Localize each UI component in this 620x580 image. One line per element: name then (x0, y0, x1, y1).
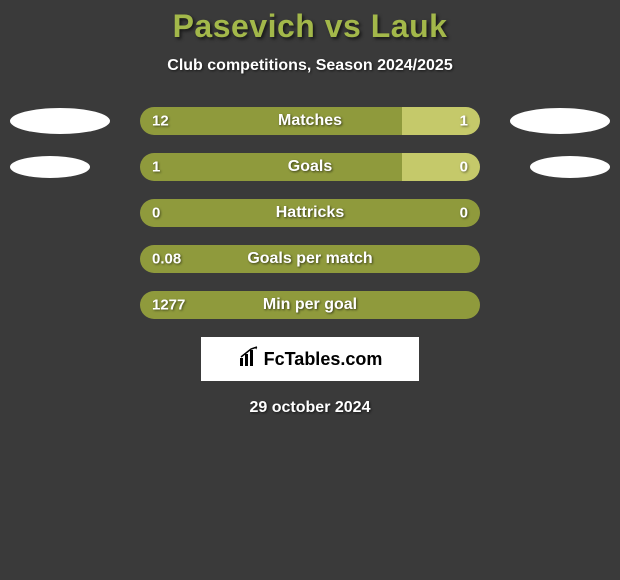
page-subtitle: Club competitions, Season 2024/2025 (0, 57, 620, 75)
stat-bar (140, 153, 480, 181)
player-right-ellipse (530, 156, 610, 178)
stat-bar (140, 291, 480, 319)
stat-bar-left (140, 153, 402, 181)
stat-bar (140, 245, 480, 273)
logo-box[interactable]: FcTables.com (201, 337, 419, 381)
stat-row: 10Goals (0, 153, 620, 181)
page-title: Pasevich vs Lauk (0, 8, 620, 45)
stat-bar (140, 107, 480, 135)
stat-bar-right (402, 107, 480, 135)
stat-bar-left (140, 107, 402, 135)
stat-value-right: 0 (460, 205, 468, 222)
player-left-ellipse (10, 156, 90, 178)
stat-value-left: 0.08 (152, 251, 181, 268)
logo-inner: FcTables.com (238, 346, 383, 373)
stat-bar-left (140, 291, 480, 319)
stat-value-left: 12 (152, 113, 169, 130)
stat-value-left: 1 (152, 159, 160, 176)
logo-text: FcTables.com (264, 349, 383, 370)
stat-value-right: 0 (460, 159, 468, 176)
stat-bar-left (140, 199, 480, 227)
stat-row: 00Hattricks (0, 199, 620, 227)
stats-rows: 121Matches10Goals00Hattricks0.08Goals pe… (0, 107, 620, 319)
chart-icon (238, 346, 260, 373)
player-right-ellipse (510, 108, 610, 134)
date-line: 29 october 2024 (0, 399, 620, 417)
stat-row: 0.08Goals per match (0, 245, 620, 273)
stat-bar-left (140, 245, 480, 273)
stat-bar (140, 199, 480, 227)
stat-value-right: 1 (460, 113, 468, 130)
comparison-container: Pasevich vs Lauk Club competitions, Seas… (0, 0, 620, 417)
stat-value-left: 0 (152, 205, 160, 222)
stat-value-left: 1277 (152, 297, 185, 314)
stat-row: 1277Min per goal (0, 291, 620, 319)
player-left-ellipse (10, 108, 110, 134)
stat-bar-right (402, 153, 480, 181)
stat-row: 121Matches (0, 107, 620, 135)
